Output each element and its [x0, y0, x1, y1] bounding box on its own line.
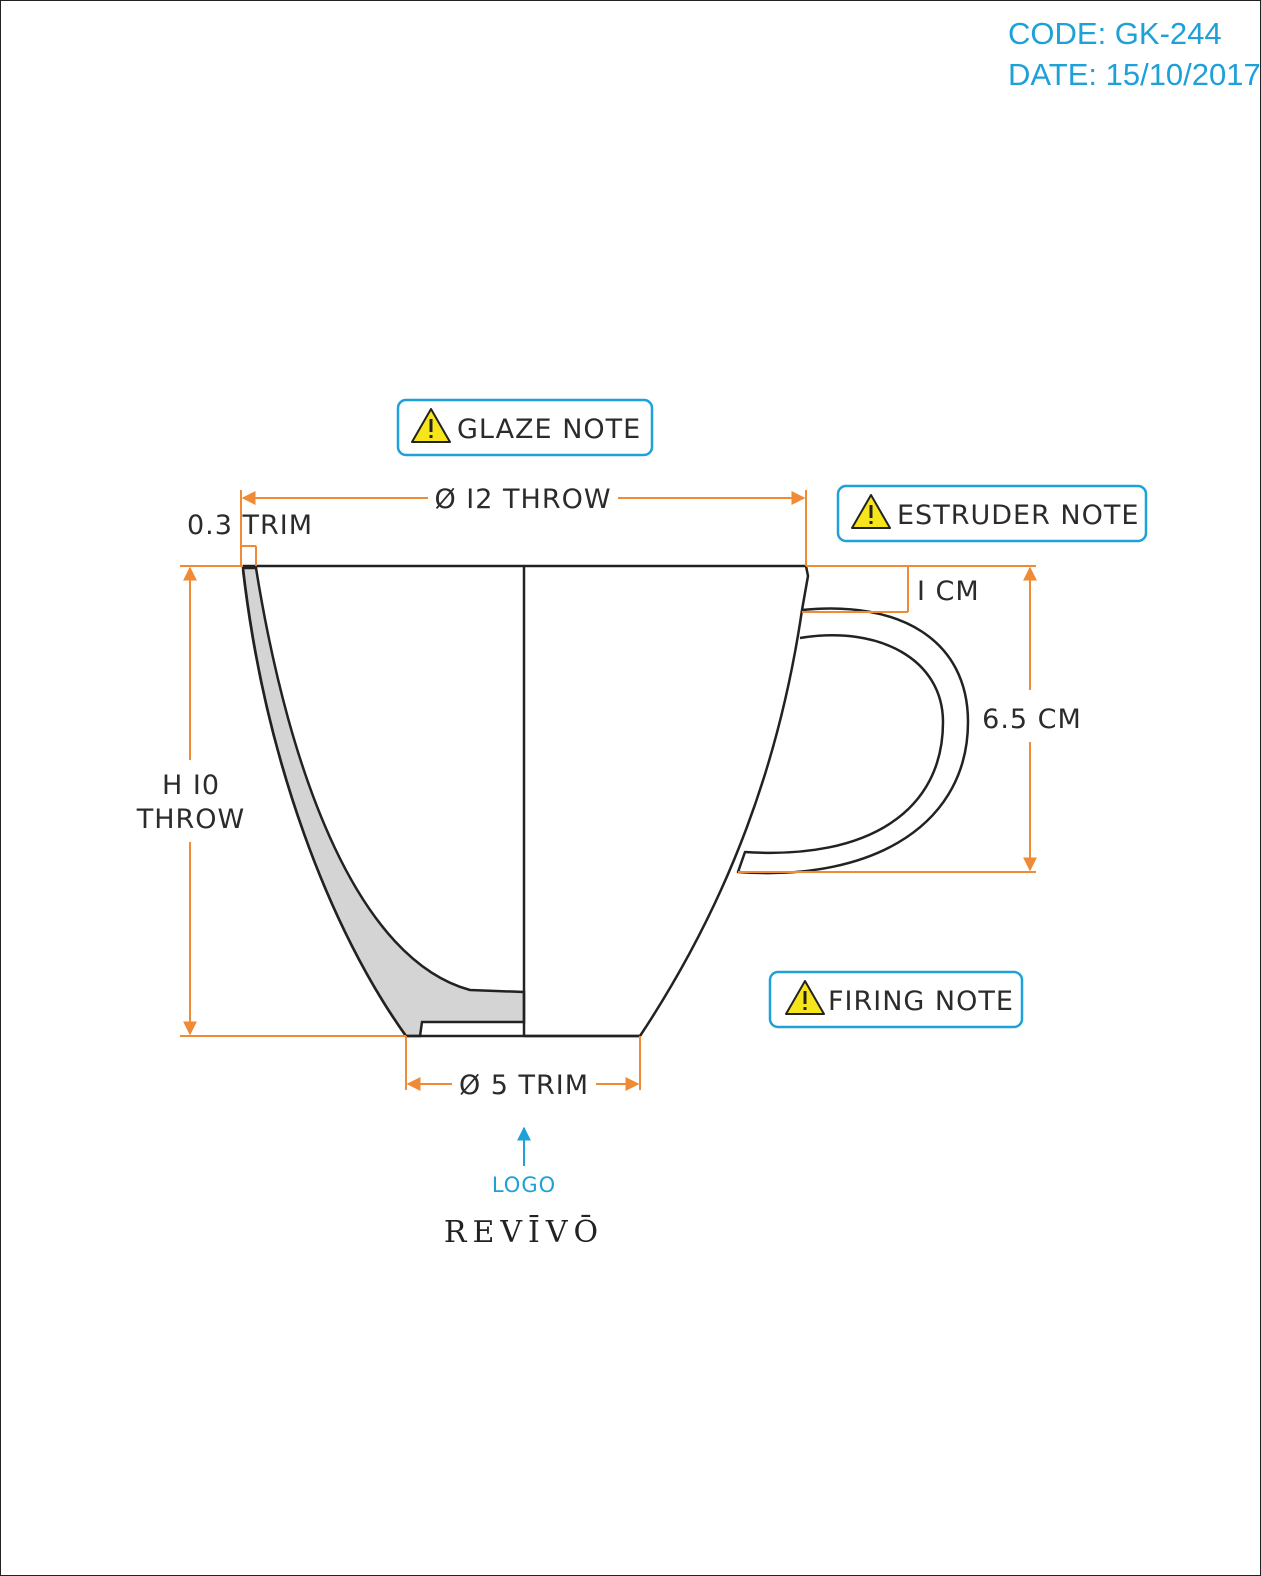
handle-offset-label: I CM — [917, 576, 980, 607]
code-label: CODE: GK-244 — [1008, 16, 1222, 51]
height-label-line1: H I0 — [162, 770, 220, 801]
glaze-note[interactable]: GLAZE NOTE — [396, 398, 654, 457]
cup-outline — [241, 564, 810, 1038]
height-label-line2: THROW — [136, 804, 246, 835]
warning-icon — [851, 494, 891, 529]
estruder-note[interactable]: ESTRUDER NOTE — [836, 484, 1148, 543]
warning-icon — [785, 980, 825, 1015]
glaze-note-label: GLAZE NOTE — [457, 414, 641, 445]
top-diameter-label: Ø I2 THROW — [434, 484, 611, 515]
cup-wall-section — [241, 566, 526, 1038]
brand-logo: REVĪVŌ — [444, 1214, 604, 1250]
firing-note-label: FIRING NOTE — [828, 986, 1014, 1017]
logo-label: LOGO — [492, 1173, 556, 1197]
warning-icon — [411, 408, 451, 443]
cup-handle — [736, 607, 970, 875]
estruder-note-label: ESTRUDER NOTE — [897, 500, 1139, 531]
handle-height-label: 6.5 CM — [982, 704, 1082, 735]
firing-note[interactable]: FIRING NOTE — [768, 970, 1024, 1029]
rim-trim-label: 0.3 TRIM — [187, 510, 313, 541]
date-label: DATE: 15/10/2017 — [1008, 57, 1261, 92]
base-diameter-label: Ø 5 TRIM — [459, 1070, 589, 1101]
